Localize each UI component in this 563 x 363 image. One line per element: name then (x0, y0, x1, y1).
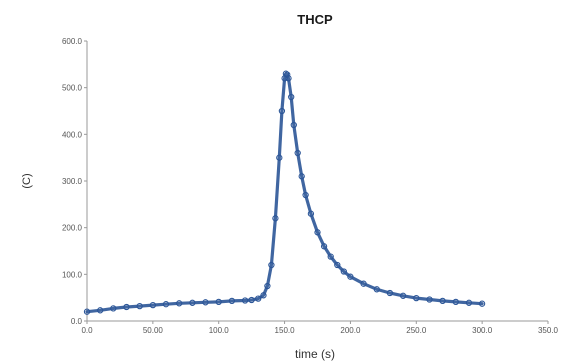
data-point (162, 301, 170, 308)
data-point (215, 298, 222, 306)
data-point (302, 191, 309, 199)
data-point (288, 93, 295, 101)
data-point (255, 295, 262, 302)
data-point (426, 296, 433, 303)
data-point (272, 215, 279, 222)
data-point (248, 296, 255, 304)
data-point (284, 71, 291, 78)
data-point (327, 253, 334, 260)
y-axis-title: (C) (21, 173, 33, 188)
data-point (97, 307, 104, 314)
x-tick-label: 150.0 (275, 326, 296, 335)
y-tick-label: 300.0 (62, 177, 83, 186)
data-point (202, 299, 209, 306)
data-point (314, 229, 321, 236)
data-point (110, 305, 117, 312)
y-tick-label: 100.0 (62, 270, 83, 279)
data-point (149, 301, 157, 309)
data-point (228, 297, 236, 305)
x-tick-label: 50.00 (143, 326, 164, 335)
x-tick-label: 200.0 (340, 326, 361, 335)
data-point (278, 107, 286, 115)
data-point (307, 210, 315, 217)
series-line (85, 72, 484, 314)
y-tick-label: 0.0 (71, 317, 83, 326)
data-point (465, 299, 473, 306)
y-tick-label: 200.0 (62, 224, 83, 233)
data-point (276, 154, 283, 161)
data-point (334, 261, 341, 269)
chart-title: THCP (297, 12, 333, 27)
x-axis-title: time (s) (295, 347, 335, 361)
data-point (123, 303, 130, 311)
data-point (189, 299, 196, 306)
data-point (452, 298, 459, 306)
x-tick-label: 100.0 (209, 326, 230, 335)
data-point (347, 273, 354, 280)
data-point (320, 243, 328, 250)
data-point (439, 297, 446, 305)
data-point (360, 280, 367, 287)
data-point (83, 308, 91, 315)
data-point (136, 302, 143, 310)
data-point (285, 75, 292, 82)
data-point (260, 292, 267, 299)
data-point (340, 268, 347, 275)
x-tick-label: 0.0 (81, 326, 93, 335)
data-point (478, 300, 486, 307)
y-tick-label: 600.0 (62, 37, 83, 46)
data-point (264, 282, 271, 290)
data-point (290, 121, 297, 129)
data-point (294, 149, 301, 157)
x-tick-label: 300.0 (472, 326, 493, 335)
data-point (413, 294, 420, 302)
y-tick-label: 400.0 (62, 130, 83, 139)
x-tick-label: 350.0 (538, 326, 559, 335)
data-point (282, 70, 290, 77)
data-point (176, 300, 183, 307)
x-tick-label: 250.0 (406, 326, 427, 335)
data-point (373, 286, 380, 293)
y-tick-label: 500.0 (62, 84, 83, 93)
data-point (298, 173, 305, 180)
data-point (399, 292, 407, 299)
data-point (386, 289, 394, 297)
data-point (268, 261, 275, 269)
data-point (241, 297, 249, 304)
